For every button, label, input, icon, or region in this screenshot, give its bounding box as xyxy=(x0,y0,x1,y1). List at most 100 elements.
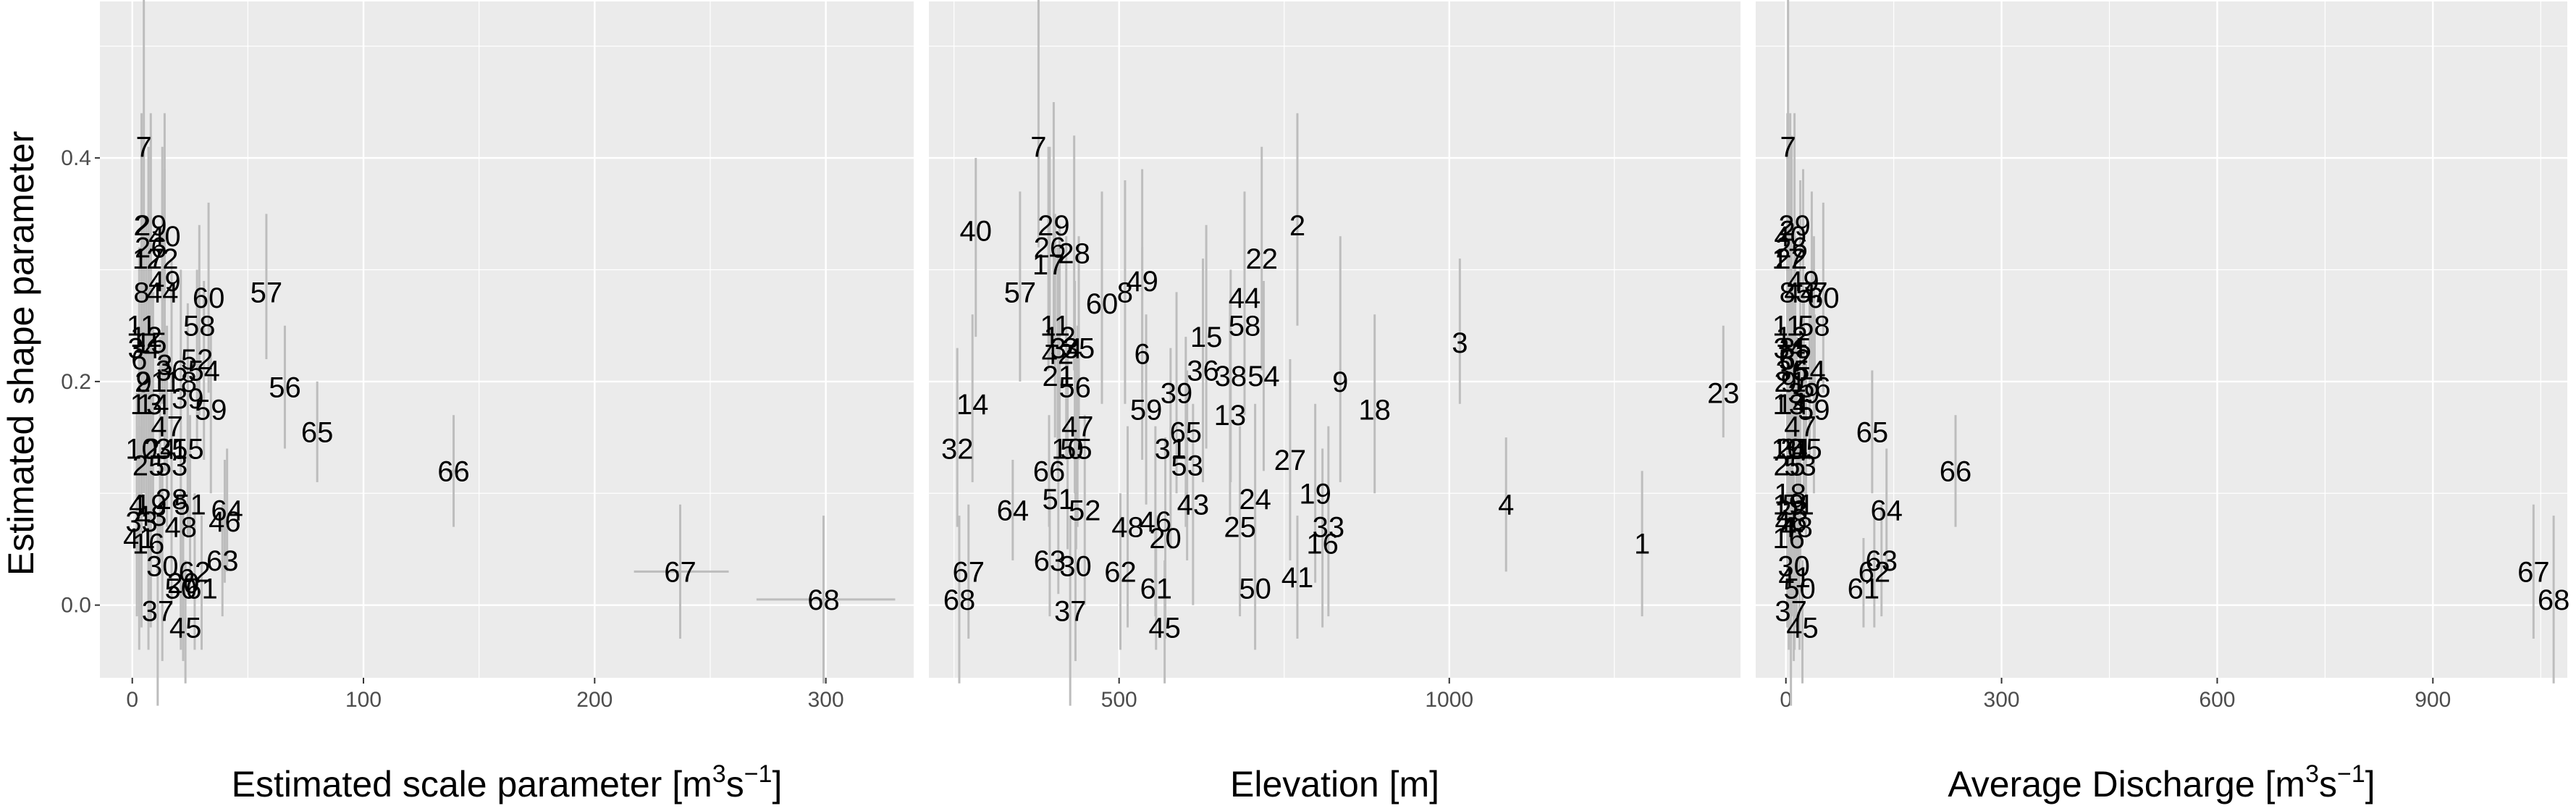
point-label-39: 39 xyxy=(172,383,204,415)
point-label-35: 35 xyxy=(1779,333,1811,365)
point-label-48: 48 xyxy=(1780,512,1813,544)
point-label-40: 40 xyxy=(148,221,181,253)
point-label-31: 31 xyxy=(1780,434,1813,466)
point-label-16: 16 xyxy=(132,529,165,560)
point-label-3: 3 xyxy=(156,350,172,382)
point-label-58: 58 xyxy=(1798,311,1830,343)
point-label-7: 7 xyxy=(1780,132,1796,164)
point-label-12: 12 xyxy=(130,322,163,353)
point-label-11: 11 xyxy=(1772,311,1803,343)
point-label-28: 28 xyxy=(1775,495,1808,526)
point-label-24: 24 xyxy=(1775,434,1808,466)
point-label-22: 22 xyxy=(1775,243,1807,275)
point-label-2: 2 xyxy=(133,210,149,242)
error-bars xyxy=(135,0,896,706)
point-label-30: 30 xyxy=(1777,551,1810,583)
point-label-12: 12 xyxy=(1775,322,1808,353)
point-label-22: 22 xyxy=(1245,243,1278,275)
point-label-10: 10 xyxy=(1771,434,1803,466)
point-label-20: 20 xyxy=(167,568,200,600)
x-axis-titles: Estimated scale parameter [m3s−1] Elevati… xyxy=(232,760,2375,804)
point-label-14: 14 xyxy=(1776,389,1809,421)
point-label-51: 51 xyxy=(1782,489,1814,521)
point-label-35: 35 xyxy=(1063,333,1095,365)
point-label-50: 50 xyxy=(1783,573,1816,605)
point-label-56: 56 xyxy=(269,372,301,404)
point-label-64: 64 xyxy=(997,495,1030,526)
x-tick-label: 200 xyxy=(576,688,613,712)
point-label-63: 63 xyxy=(1034,545,1066,577)
point-label-39: 39 xyxy=(1161,377,1193,409)
point-label-25: 25 xyxy=(1224,512,1256,544)
point-label-37: 37 xyxy=(1775,595,1807,627)
point-label-17: 17 xyxy=(1032,249,1065,281)
point-label-29: 29 xyxy=(1778,210,1811,242)
x-tick-label: 900 xyxy=(2415,688,2451,712)
point-label-10: 10 xyxy=(125,434,158,466)
point-label-59: 59 xyxy=(1130,394,1163,426)
point-label-28: 28 xyxy=(156,484,188,516)
point-label-51: 51 xyxy=(174,489,206,521)
point-label-65: 65 xyxy=(1856,416,1889,448)
point-label-60: 60 xyxy=(1086,288,1119,320)
y-tick-label: 0.2 xyxy=(61,370,91,394)
point-label-44: 44 xyxy=(146,277,179,308)
point-label-11: 11 xyxy=(127,311,157,343)
point-label-8: 8 xyxy=(1780,277,1796,308)
point-label-43: 43 xyxy=(1177,489,1210,521)
point-label-14: 14 xyxy=(137,389,169,421)
point-label-26: 26 xyxy=(135,232,167,264)
point-label-11: 11 xyxy=(1040,311,1070,343)
point-label-58: 58 xyxy=(1229,311,1261,343)
point-label-55: 55 xyxy=(172,434,204,466)
point-label-18: 18 xyxy=(1774,478,1806,510)
point-label-60: 60 xyxy=(1807,282,1840,314)
point-label-15: 15 xyxy=(1190,322,1223,353)
point-label-59: 59 xyxy=(1798,394,1830,426)
point-label-13: 13 xyxy=(130,389,163,421)
point-label-43: 43 xyxy=(135,500,167,532)
point-label-53: 53 xyxy=(1784,450,1817,482)
point-label-64: 64 xyxy=(211,495,243,526)
point-label-4: 4 xyxy=(129,489,145,521)
point-label-8: 8 xyxy=(1117,277,1133,308)
point-label-19: 19 xyxy=(1299,478,1331,510)
point-label-12: 12 xyxy=(1043,322,1076,353)
point-label-57: 57 xyxy=(251,277,283,308)
x-tick-label: 0 xyxy=(1780,688,1792,712)
panel-3: 0 300 600 900729240261722498445760115812343… xyxy=(1756,0,2569,712)
point-label-7: 7 xyxy=(1030,132,1046,164)
point-label-18: 18 xyxy=(1358,394,1391,426)
point-label-45: 45 xyxy=(169,613,202,644)
point-label-63: 63 xyxy=(1866,545,1898,577)
point-label-4: 4 xyxy=(1780,512,1796,544)
point-label-9: 9 xyxy=(1781,366,1797,398)
point-label-36: 36 xyxy=(1187,355,1219,387)
point-label-42: 42 xyxy=(1042,338,1074,370)
point-label-57: 57 xyxy=(1004,277,1037,308)
point-label-22: 22 xyxy=(146,243,179,275)
point-label-61: 61 xyxy=(1140,573,1173,605)
panel-background xyxy=(100,1,914,678)
point-label-17: 17 xyxy=(132,243,165,275)
point-label-26: 26 xyxy=(1775,232,1808,264)
point-label-50: 50 xyxy=(1239,573,1271,605)
point-label-37: 37 xyxy=(1054,595,1087,627)
point-label-14: 14 xyxy=(956,389,989,421)
point-label-61: 61 xyxy=(185,573,218,605)
point-label-67: 67 xyxy=(952,556,985,588)
point-label-53: 53 xyxy=(156,450,188,482)
point-label-49: 49 xyxy=(1126,266,1158,298)
point-label-46: 46 xyxy=(1140,506,1172,538)
point-label-56: 56 xyxy=(1058,372,1091,404)
point-label-54: 54 xyxy=(1793,355,1826,387)
point-label-29: 29 xyxy=(1037,210,1070,242)
point-label-4: 4 xyxy=(1498,489,1514,521)
point-label-54: 54 xyxy=(1247,361,1280,392)
point-label-68: 68 xyxy=(807,584,840,616)
point-label-41: 41 xyxy=(123,523,156,555)
